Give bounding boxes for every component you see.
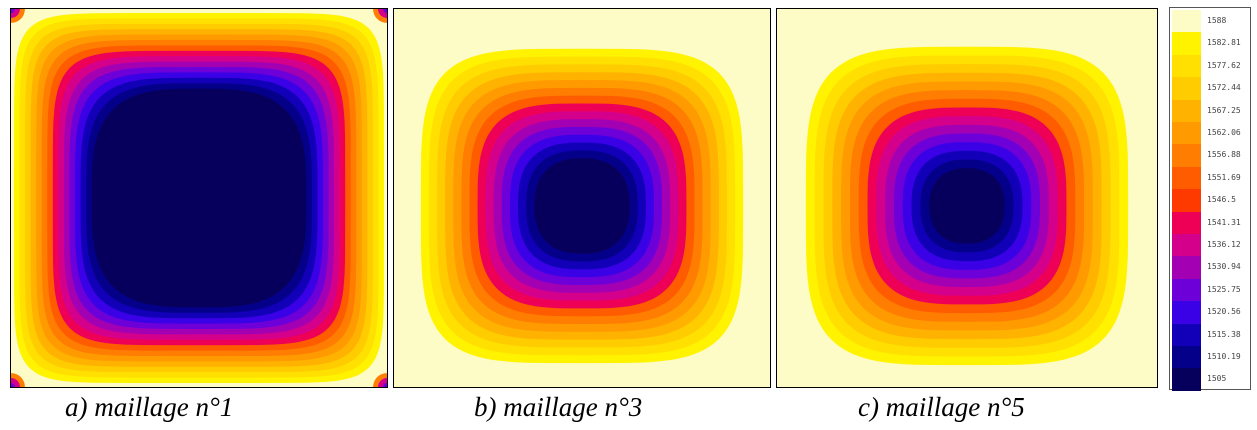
legend-label: 1505 <box>1207 374 1227 384</box>
legend-label: 1582.81 <box>1207 38 1241 48</box>
legend-entry: 1562.06 <box>1172 122 1250 145</box>
corner-contour <box>383 9 387 13</box>
legend-swatch <box>1172 189 1201 213</box>
legend-label: 1572.44 <box>1207 83 1241 93</box>
legend-label: 1556.88 <box>1207 150 1241 160</box>
legend-swatch <box>1172 144 1201 168</box>
legend-swatch <box>1172 54 1201 78</box>
corner-contour <box>383 383 387 387</box>
caption-a: a) maillage n°1 <box>65 392 234 422</box>
legend-swatch <box>1172 234 1201 257</box>
legend-label: 1541.31 <box>1207 217 1241 227</box>
legend-entry: 1536.12 <box>1172 234 1250 257</box>
legend-entry: 1551.69 <box>1172 166 1250 190</box>
legend-swatch <box>1172 99 1201 123</box>
legend-swatch <box>1172 301 1201 325</box>
legend-entry: 1530.94 <box>1172 256 1250 280</box>
legend-label: 1588 <box>1207 16 1227 25</box>
contour-plot-a <box>10 8 388 388</box>
legend-swatch <box>1172 278 1201 302</box>
legend-entry: 1505 <box>1172 368 1250 392</box>
contour-map-b <box>394 9 770 387</box>
corner-contour <box>11 383 15 387</box>
legend-label: 1515.38 <box>1207 329 1241 339</box>
legend-label: 1577.62 <box>1207 60 1241 70</box>
legend-swatch <box>1172 166 1201 190</box>
legend-swatch <box>1172 256 1201 280</box>
legend-swatch <box>1172 77 1201 101</box>
legend-entry: 1546.5 <box>1172 189 1250 213</box>
legend-entry: 1582.81 <box>1172 32 1250 56</box>
caption-b: b) maillage n°3 <box>474 392 643 422</box>
contour-map-a <box>11 9 387 387</box>
legend-entry: 1525.75 <box>1172 278 1250 302</box>
contour-map-c <box>777 9 1157 387</box>
legend-entry: 1515.38 <box>1172 323 1250 347</box>
color-legend: 1588 1582.81 1577.62 1572.44 1567.25 1562.06 1… <box>1169 7 1251 392</box>
legend-entry: 1520.56 <box>1172 301 1250 325</box>
contour-band <box>929 168 1005 244</box>
legend-swatch <box>1172 122 1201 145</box>
contour-plot-c <box>776 8 1158 388</box>
legend-entry: 1510.19 <box>1172 346 1250 369</box>
legend-label: 1520.56 <box>1207 307 1241 317</box>
legend-swatch <box>1172 10 1201 33</box>
contour-band <box>534 158 630 254</box>
legend-label: 1567.25 <box>1207 105 1241 115</box>
contour-band <box>91 88 307 308</box>
legend-entry: 1567.25 <box>1172 99 1250 123</box>
legend-swatch <box>1172 211 1201 235</box>
caption-c: c) maillage n°5 <box>858 392 1025 422</box>
legend-entry: 1541.31 <box>1172 211 1250 235</box>
legend-label: 1530.94 <box>1207 262 1241 272</box>
legend-label: 1546.5 <box>1207 195 1236 205</box>
contour-plot-b <box>393 8 771 388</box>
legend-swatch <box>1172 368 1201 392</box>
legend-entry: 1577.62 <box>1172 54 1250 78</box>
legend-swatch <box>1172 323 1201 347</box>
legend-swatch <box>1172 346 1201 369</box>
legend-label: 1510.19 <box>1207 352 1241 361</box>
legend-label: 1536.12 <box>1207 240 1241 249</box>
corner-contour <box>11 9 15 13</box>
legend-entry: 1588 <box>1172 10 1250 33</box>
legend-label: 1562.06 <box>1207 128 1241 137</box>
legend-entry: 1572.44 <box>1172 77 1250 101</box>
legend-swatch <box>1172 32 1201 56</box>
legend-label: 1525.75 <box>1207 284 1241 294</box>
legend-entry: 1556.88 <box>1172 144 1250 168</box>
legend-label: 1551.69 <box>1207 172 1241 182</box>
